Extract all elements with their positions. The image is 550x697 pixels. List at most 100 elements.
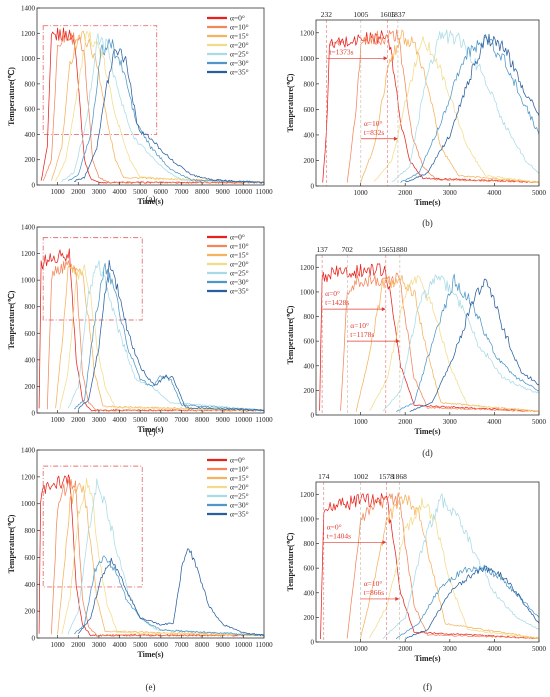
x-tick-label: 4000 (487, 645, 502, 653)
y-tick-label: 800 (304, 313, 315, 321)
legend-label: α=30° (230, 501, 249, 510)
y-tick-label: 600 (25, 330, 36, 338)
x-tick-label: 3000 (443, 645, 458, 653)
highlight-box (42, 465, 143, 588)
y-tick-label: 800 (304, 540, 315, 548)
marker-label: 232 (321, 10, 333, 19)
y-tick-label: 600 (304, 106, 315, 114)
series-line (391, 29, 539, 182)
panel-caption: (f) (423, 682, 432, 692)
series-line (78, 548, 264, 636)
panel-d: 137 702 1565 1880 α=0°t=1428s α=10°t=1178s 0 20… (286, 245, 547, 458)
panel-e: 0 200 400 600 800 1000 1200 1400 1000 2000 3000 400… (7, 447, 273, 693)
series-line (409, 278, 539, 412)
x-tick-label: 5000 (532, 645, 547, 653)
y-tick-label: 800 (304, 80, 315, 88)
span-label: α=0° (325, 289, 340, 298)
y-tick-label: 1000 (300, 55, 315, 63)
marker-label: 1565 (378, 245, 393, 254)
span-label: α=0° (327, 522, 342, 531)
y-tick-label: 600 (25, 554, 36, 562)
x-tick-label: 2000 (398, 418, 413, 426)
panel-caption: (a) (146, 194, 156, 204)
series-line (405, 565, 539, 639)
y-tick-label: 0 (311, 639, 315, 647)
marker-label: 137 (316, 245, 328, 254)
x-tick-label: 3000 (443, 189, 458, 197)
series-line (73, 263, 264, 412)
x-tick-label: 6000 (154, 416, 169, 424)
x-tick-label: 2000 (398, 189, 413, 197)
legend-label: α=35° (230, 68, 249, 77)
x-axis-label: Time(s) (137, 197, 163, 206)
x-tick-label: 10000 (235, 416, 253, 424)
y-tick-label: 1000 (300, 288, 315, 296)
span-value: t=832s (364, 128, 385, 137)
y-tick-label: 1200 (300, 491, 315, 499)
y-tick-label: 200 (304, 614, 315, 622)
panel-caption: (e) (146, 682, 156, 692)
marker-label: 1002 (353, 472, 368, 481)
x-axis-label: Time(s) (137, 425, 163, 434)
span-value: t=1373s (329, 47, 353, 56)
y-tick-label: 1000 (21, 277, 36, 285)
series-line (74, 48, 264, 184)
y-tick-label: 400 (304, 131, 315, 139)
legend-label: α=20° (230, 260, 249, 269)
span-label: α=0° (329, 38, 344, 47)
span-arrow-head (393, 136, 398, 141)
y-axis-label: Temperature(℃) (7, 290, 16, 349)
x-tick-label: 8000 (195, 416, 210, 424)
x-tick-label: 8000 (195, 641, 210, 649)
y-tick-label: 400 (25, 131, 36, 139)
x-tick-label: 6000 (154, 188, 169, 196)
span-arrow-head (395, 339, 400, 344)
marker-label: 1578 (379, 472, 394, 481)
highlight-box (42, 25, 158, 135)
span-arrow-head (383, 56, 388, 61)
series-line (369, 275, 539, 412)
x-axis-label: Time(s) (414, 654, 440, 663)
series-line (346, 29, 539, 183)
y-tick-label: 1200 (21, 473, 36, 481)
series-group (38, 248, 264, 412)
marker-label: 1005 (353, 10, 368, 19)
y-tick-label: 1000 (21, 55, 36, 63)
x-tick-label: 8000 (195, 188, 210, 196)
y-tick-label: 400 (25, 581, 36, 589)
x-tick-label: 2000 (71, 416, 86, 424)
series-line (396, 564, 539, 640)
y-tick-label: 800 (25, 80, 36, 88)
series-line (400, 36, 539, 183)
series-line (369, 497, 539, 640)
marker-label: 702 (342, 245, 354, 254)
x-tick-label: 6000 (154, 641, 169, 649)
x-tick-label: 10000 (235, 641, 253, 649)
series-line (360, 494, 539, 639)
span-value: t=866s (364, 588, 385, 597)
x-tick-label: 4000 (487, 418, 502, 426)
marker-label: 1605 (380, 10, 395, 19)
y-tick-label: 1400 (21, 5, 36, 13)
x-tick-label: 5000 (133, 416, 148, 424)
series-line (67, 478, 264, 637)
x-tick-label: 5000 (133, 641, 148, 649)
series-line (61, 477, 264, 637)
plot-frame (315, 19, 540, 187)
x-axis-label: Time(s) (414, 198, 440, 207)
x-axis-label: Time(s) (137, 650, 163, 659)
highlight-box (42, 237, 143, 321)
y-tick-label: 400 (304, 362, 315, 370)
panel-caption: (b) (422, 218, 433, 228)
y-tick-label: 400 (304, 589, 315, 597)
series-line (405, 33, 539, 183)
y-tick-label: 200 (25, 156, 36, 164)
series-line (340, 272, 539, 413)
marker-label: 1880 (392, 245, 407, 254)
x-tick-label: 1000 (51, 188, 66, 196)
y-tick-label: 1200 (300, 29, 315, 37)
series-group (320, 492, 539, 640)
y-tick-label: 600 (25, 106, 36, 114)
legend-label: α=20° (230, 41, 249, 50)
